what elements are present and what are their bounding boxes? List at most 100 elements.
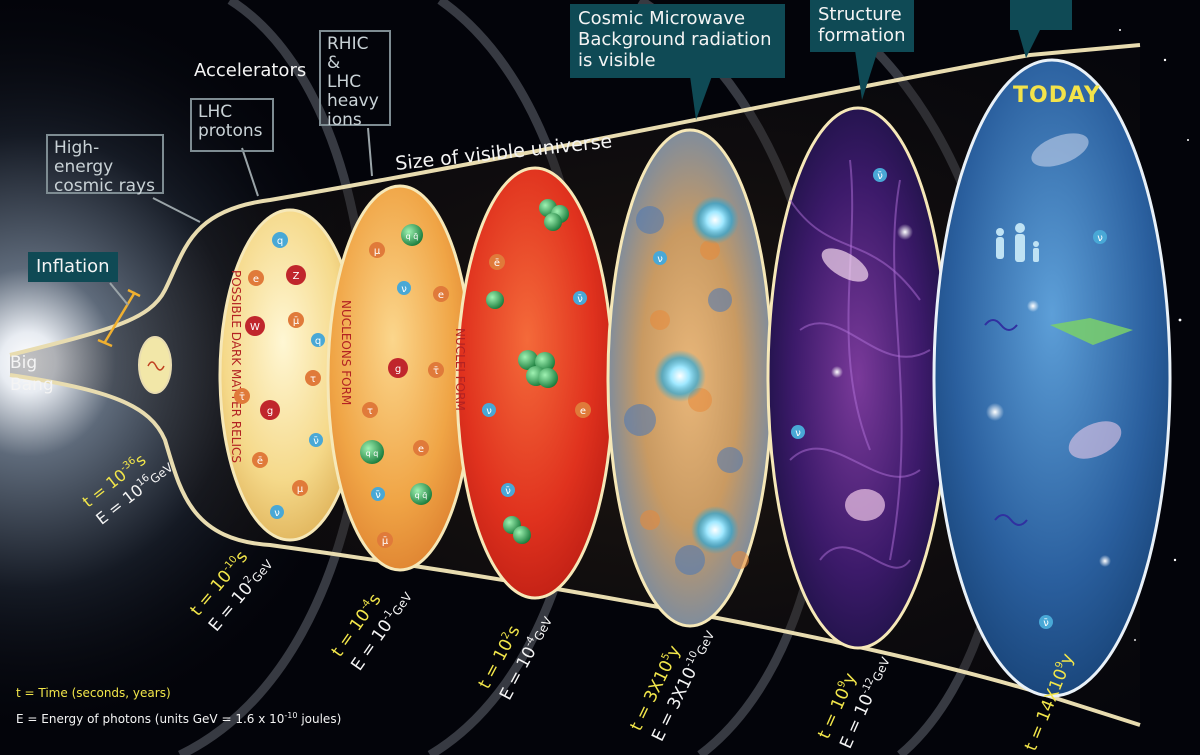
particle-label: ē [494, 258, 500, 269]
particle-label: q [315, 336, 321, 347]
cmb-callout: Cosmic Microwave Background radiation is… [570, 4, 785, 78]
rhic-line3: heavy [327, 91, 379, 111]
particle [309, 433, 323, 447]
particle [272, 232, 288, 248]
particle-label: ν̄ [313, 436, 319, 447]
particle [245, 316, 265, 336]
particle [573, 291, 587, 305]
particle-label: Z [293, 271, 300, 282]
particle [433, 286, 449, 302]
particle-label: q [277, 236, 283, 247]
particle [288, 312, 304, 328]
particle-label: ν̄ [577, 294, 583, 305]
particle [575, 402, 591, 418]
rhic-line2: LHC [327, 72, 362, 92]
today-callout-box [1010, 0, 1072, 30]
callout-leaders [109, 127, 373, 306]
particle-label: μ [374, 246, 381, 257]
particle [413, 440, 429, 456]
legend-energy-desc-post: joules) [297, 712, 342, 726]
particle [252, 452, 268, 468]
rhic-line4: ions [327, 110, 362, 130]
legend-time: t = Time (seconds, years) [16, 686, 171, 700]
particle [388, 358, 408, 378]
slice-structure [766, 106, 950, 650]
particle-label: μ̄ [382, 536, 389, 547]
today-label: TODAY [1013, 83, 1101, 108]
cmb-line1: Cosmic Microwave [578, 8, 746, 29]
cmb-mottling [624, 206, 749, 575]
lhc-line1: LHC [198, 102, 233, 122]
particle [482, 403, 496, 417]
particle-label: W [250, 322, 260, 333]
cmb-line3: is visible [578, 50, 656, 71]
legend-energy-sup: -10 [284, 711, 298, 720]
particle-label: ν̄ [505, 486, 511, 497]
particle [410, 483, 432, 505]
particle-label: ν [1097, 233, 1103, 244]
legend-energy: E = Energy of photons (units GeV = 1.6 x… [16, 711, 341, 726]
inflation-label: Inflation [36, 256, 110, 277]
structure-callout: Structure formation [810, 0, 914, 52]
particles-nucleons: μ q q̄ ν e g τ̄ τ e q q ν̄ q q̄ μ̄ [360, 224, 449, 548]
particle [501, 483, 515, 497]
inflation-callout: Inflation [28, 252, 118, 282]
particle-label: q q̄ [415, 491, 428, 500]
particle-label: ν̄ [877, 171, 883, 182]
particle [369, 242, 385, 258]
particle-label: τ [367, 406, 373, 417]
particle-label: μ [297, 484, 304, 495]
particle-label: g [395, 364, 401, 375]
big-bang-label-line1: Big [10, 353, 37, 373]
particle-label: ν [795, 428, 801, 439]
particle [377, 532, 393, 548]
particle-label: μ̄ [293, 316, 300, 327]
inflation-photon [147, 361, 165, 371]
particles-nuclei: ē ν̄ ν e ν̄ [482, 199, 591, 544]
particle-label: ē [257, 456, 263, 467]
rhic-line1: RHIC & [327, 34, 369, 73]
high-energy-line2: cosmic rays [54, 176, 155, 196]
particle-label: q q [366, 449, 379, 458]
particle [260, 400, 280, 420]
particle [360, 440, 384, 464]
cosmic-web [789, 159, 931, 569]
rhic-callout: RHIC & LHC heavy ions [319, 30, 391, 130]
particle [311, 333, 325, 347]
callout-pointers [690, 30, 1040, 120]
legend-time-key: t = [16, 686, 39, 700]
accelerators-label: Accelerators [194, 60, 307, 81]
particle-label: q q̄ [406, 232, 419, 241]
cmb-atoms: ν [653, 196, 739, 554]
lhc-line2: protons [198, 121, 263, 141]
particle-label: e [253, 274, 259, 285]
structure-galaxies: ν̄ ν [791, 168, 913, 521]
particle-label: τ̄ [239, 392, 245, 403]
particle [428, 362, 444, 378]
structure-line1: Structure [818, 4, 902, 25]
slice-today [932, 58, 1172, 698]
high-energy-line1: High-energy [54, 138, 114, 177]
legend-energy-key: E = [16, 712, 42, 726]
spacetime-grid [1050, 318, 1133, 345]
particle-label: τ [310, 374, 316, 385]
particle-label: ν [401, 284, 407, 295]
particles-dark-matter: q e Z μ̄ W q τ τ̄ g ν̄ ē μ ν [234, 232, 325, 519]
particle [401, 224, 423, 246]
cmb-line2: Background radiation [578, 29, 772, 50]
nucleon [486, 291, 504, 309]
legend-time-desc: Time (seconds, years) [38, 686, 171, 700]
particle [286, 265, 306, 285]
inflation-bracket [97, 288, 141, 348]
legend-energy-desc-pre: Energy of photons (units GeV = 1.6 x 10 [41, 712, 285, 726]
particle [270, 505, 284, 519]
particle-label: ν̄ [1043, 618, 1049, 629]
high-energy-callout: High-energy cosmic rays [46, 134, 164, 196]
family-icon [996, 223, 1039, 262]
particle [397, 281, 411, 295]
particle-label: τ̄ [433, 366, 439, 377]
today-details: ν ν̄ [984, 133, 1133, 629]
big-bang-label-line2: Bang [10, 375, 54, 395]
